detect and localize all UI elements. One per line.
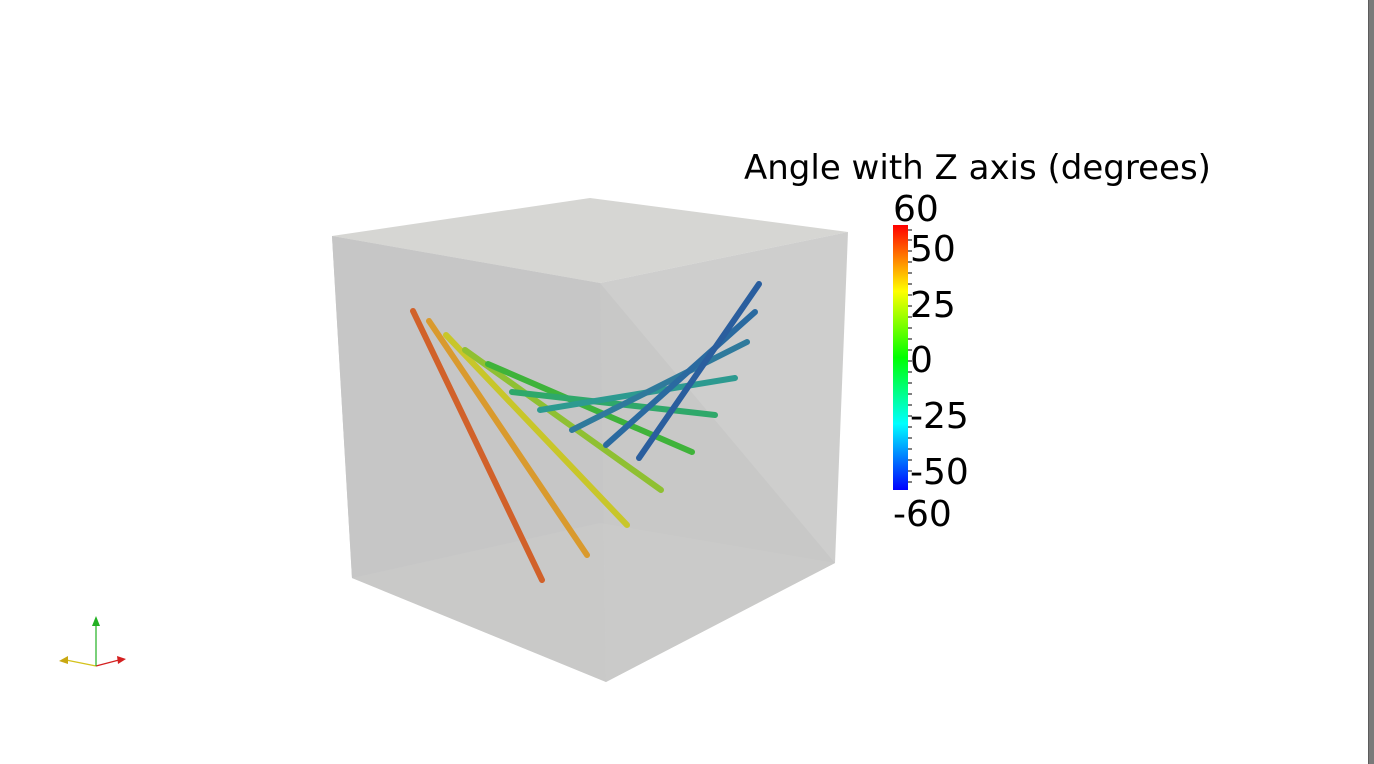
- tube: [462, 347, 664, 493]
- scalar-bar-tick-label: -25: [910, 396, 969, 437]
- scalar-bar-tick-label: 0: [910, 340, 933, 381]
- tube: [636, 281, 762, 461]
- x-axis-line: [95, 659, 120, 667]
- box-top-face: [332, 198, 848, 283]
- y-axis-arrow-icon: [92, 616, 100, 626]
- scalar-bar-tick-label: 25: [910, 285, 956, 326]
- z-axis-arrow-icon: [59, 656, 68, 664]
- x-axis-arrow-icon: [117, 656, 126, 664]
- tubes: [410, 281, 762, 583]
- tube: [426, 318, 590, 558]
- scalar-bar-tick-label: 50: [910, 229, 956, 270]
- window-edge: [1368, 0, 1374, 764]
- tube: [569, 339, 750, 433]
- tube: [485, 361, 695, 455]
- tube: [603, 309, 758, 448]
- tube: [410, 308, 545, 583]
- z-axis-line: [65, 659, 97, 667]
- scalar-bar-tick-label: -50: [910, 452, 969, 493]
- tube: [509, 389, 718, 418]
- scalar-bar-max-label: 60: [893, 189, 939, 230]
- scalar-bar-min-label: -60: [893, 494, 952, 535]
- scalar-bar-title: Angle with Z axis (degrees): [744, 148, 1211, 188]
- box-side-right: [600, 232, 848, 682]
- scalar-bar-gradient[interactable]: [893, 225, 908, 490]
- color-bar-ticks: [908, 229, 912, 483]
- tube: [443, 332, 630, 528]
- orientation-axes[interactable]: [59, 616, 126, 667]
